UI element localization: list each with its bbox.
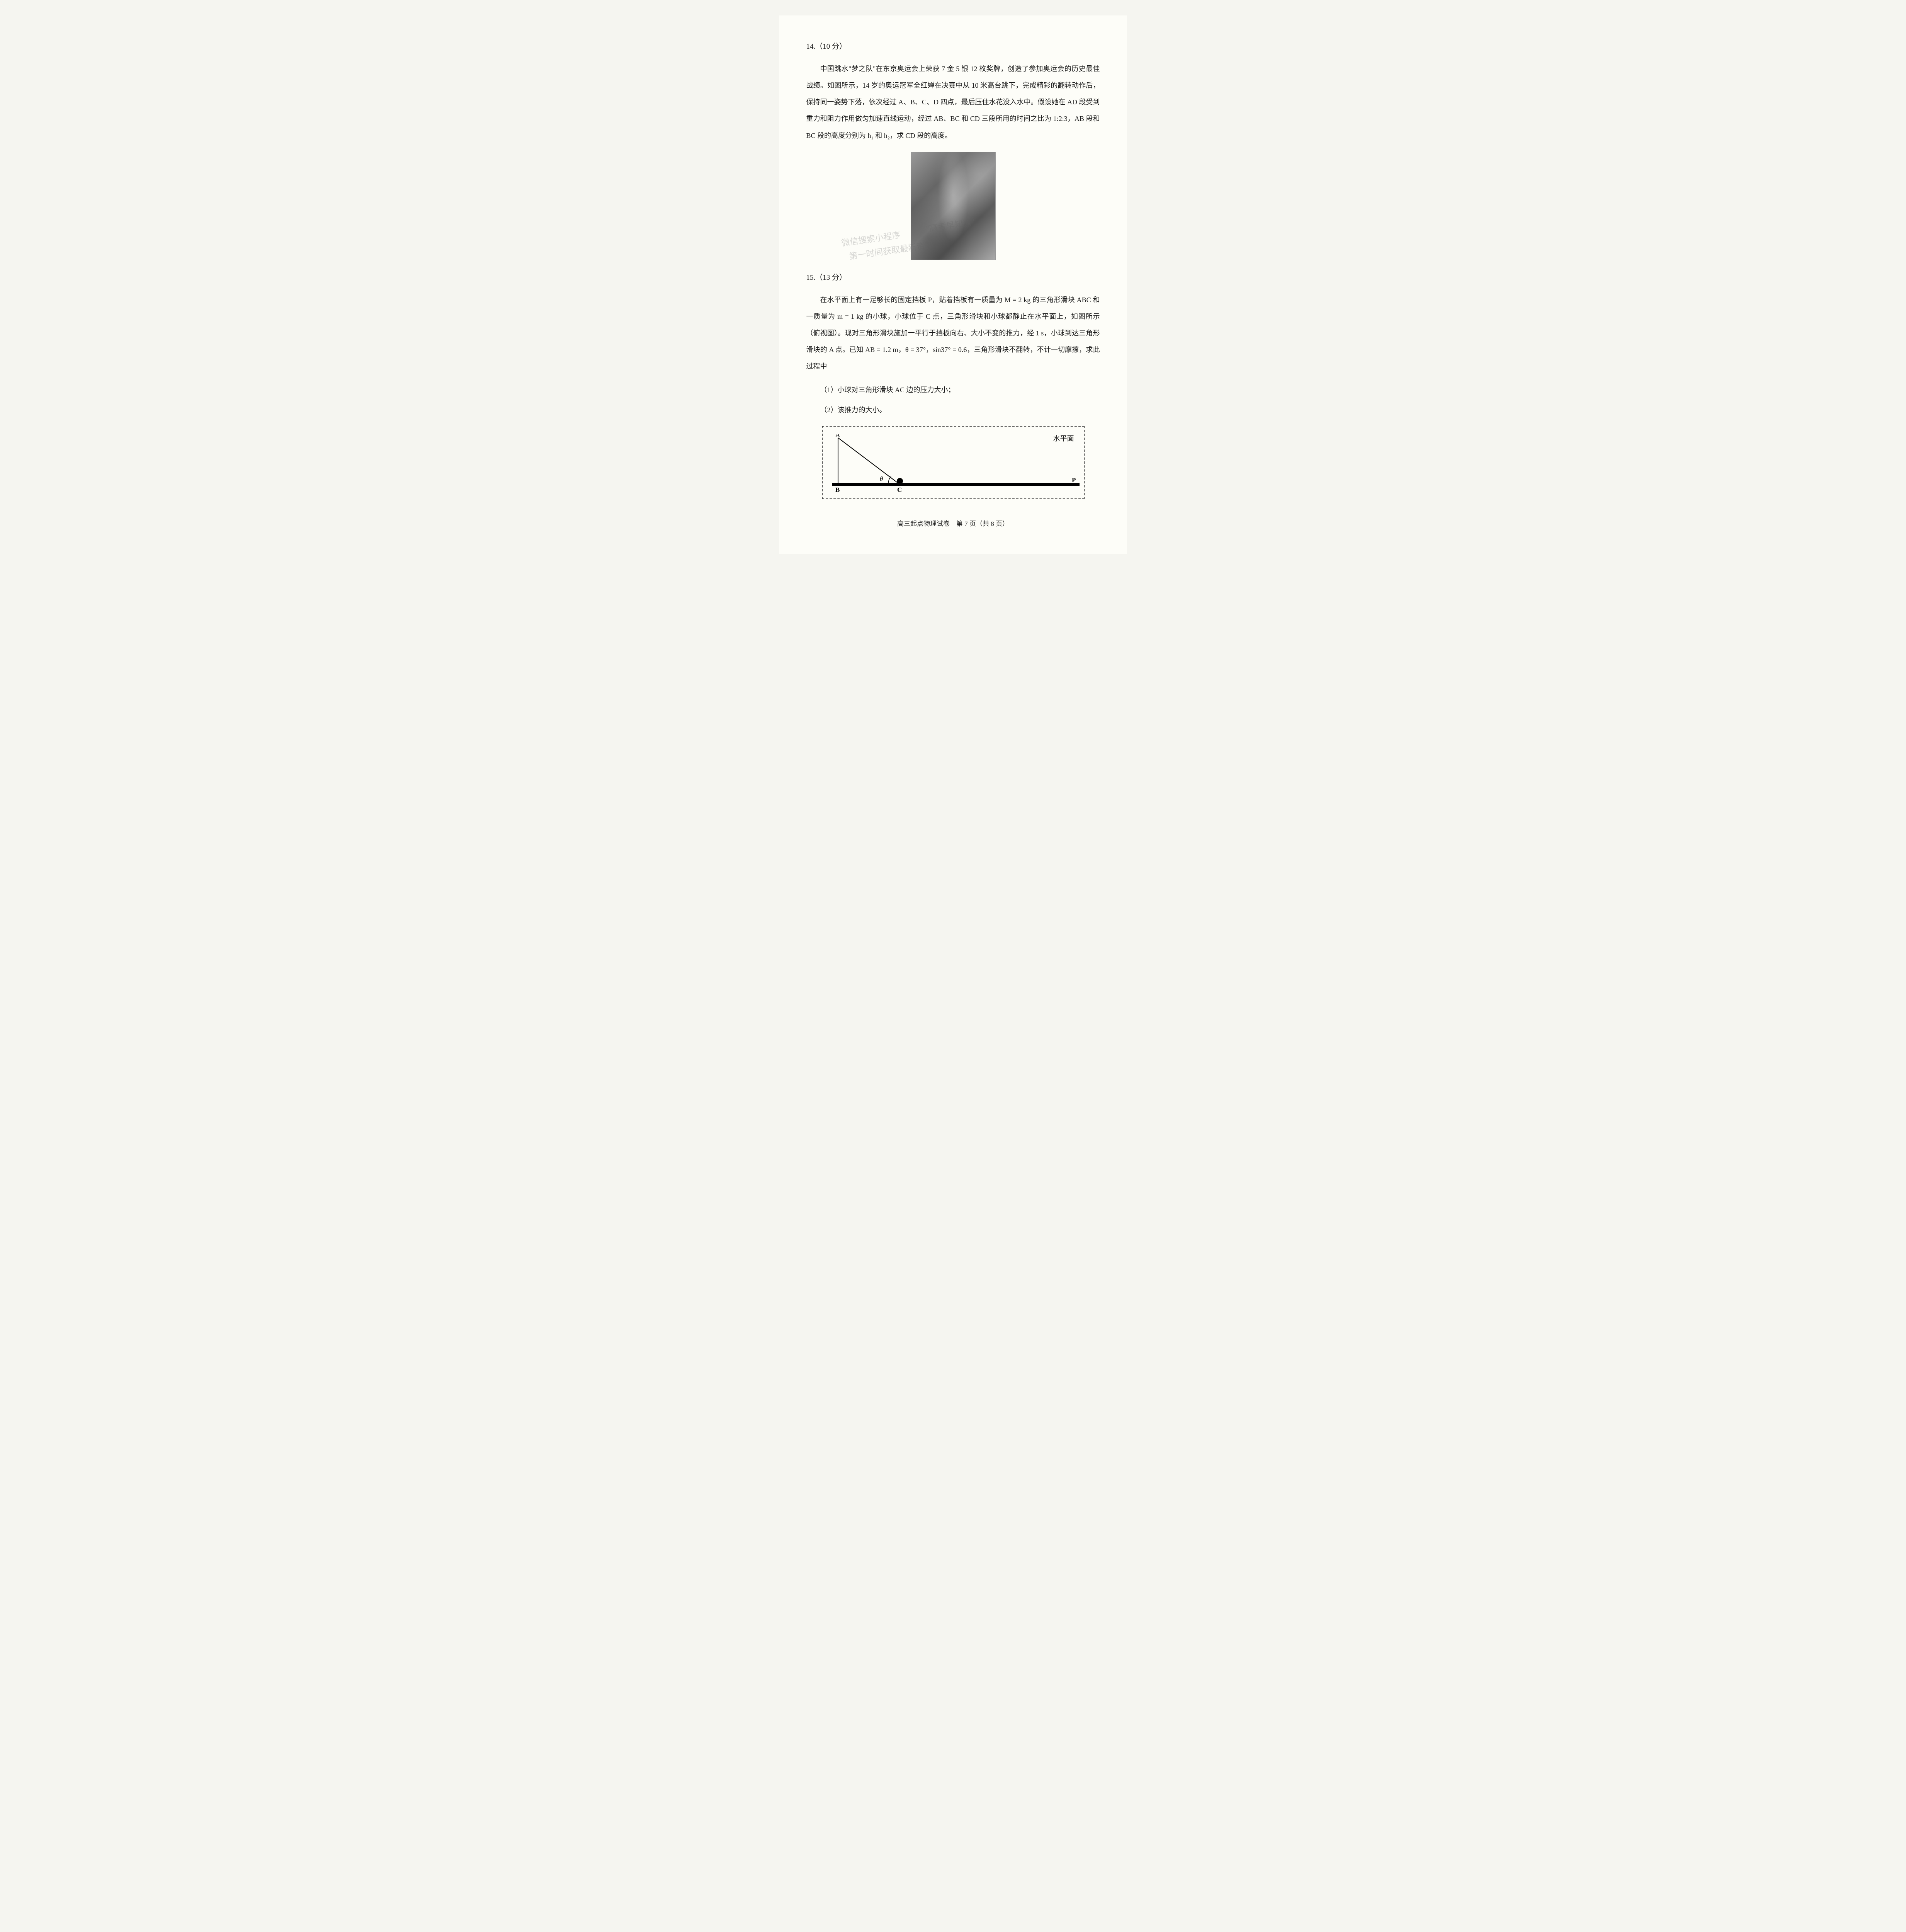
q14-body: 中国跳水"梦之队"在东京奥运会上荣获 7 金 5 银 12 枚奖牌，创造了参加奥… [806,61,1100,144]
label-theta: θ [880,475,883,483]
triangle-svg: A B C P θ [832,434,1080,494]
q14-photo [911,152,996,260]
label-C: C [897,486,902,493]
photo-texture [911,152,995,260]
label-P: P [1072,476,1076,484]
label-B: B [835,486,840,493]
q15-body: 在水平面上有一足够长的固定挡板 P，贴着挡板有一质量为 M = 2 kg 的三角… [806,292,1100,375]
page-footer: 高三起点物理试卷 第 7 页（共 8 页） [806,517,1100,531]
exam-page: 14.（10 分） 中国跳水"梦之队"在东京奥运会上荣获 7 金 5 银 12 … [779,15,1127,554]
q15-sub1: （1）小球对三角形滑块 AC 边的压力大小； [820,383,1100,398]
ball-icon [897,478,903,484]
q14-header: 14.（10 分） [806,39,1100,55]
q15-header: 15.（13 分） [806,270,1100,286]
label-A: A [835,434,840,439]
q15-sub2: （2）该推力的大小。 [820,403,1100,418]
watermark-2: 微信搜索小程序 [840,226,901,253]
board-bar [832,483,1080,486]
q15-diagram: 水平面 A B C P θ [822,426,1085,499]
line-AC [838,438,898,483]
